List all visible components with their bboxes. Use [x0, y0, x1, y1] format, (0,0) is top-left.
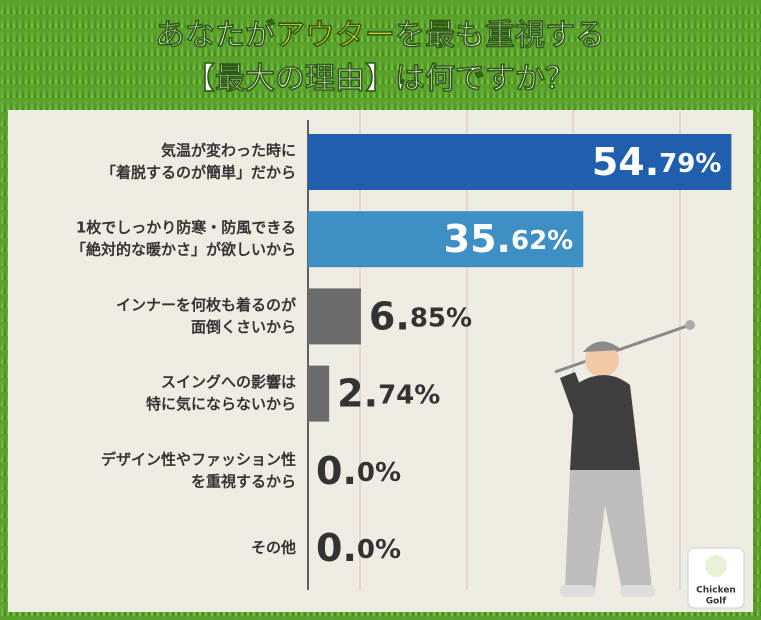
bar [308, 211, 584, 268]
category-label: 「着脱するのが簡単」だから [101, 164, 296, 182]
category-label: デザイン性やファッション性 [101, 450, 296, 468]
category-label: 「絶対的な暖かさ」が欲しいから [71, 241, 296, 259]
title-part: あなたが [155, 18, 275, 53]
category-label: 気温が変わった時に [161, 142, 296, 160]
value-label: 54.79% [592, 140, 722, 184]
logo-text: Golf [706, 597, 727, 607]
logo-box [687, 547, 745, 609]
category-label: 面倒くさいから [191, 318, 296, 336]
value-label: 2.74% [337, 371, 440, 415]
golfer [554, 320, 695, 597]
value-label: 35.62% [444, 217, 574, 261]
category-label: スイングへの影響は [161, 373, 296, 391]
category-label: 特に気にならないから [146, 395, 296, 413]
category-label: 1枚でしっかり防寒・防風できる [76, 219, 296, 237]
value-label: 0.0% [316, 526, 401, 570]
value-label: 0.0% [316, 448, 401, 492]
bar [308, 134, 732, 190]
title-part: を最も重視する [395, 18, 605, 53]
title-line-1: あなたがアウターを最も重視する [155, 18, 605, 53]
title-part: アウター [275, 18, 395, 53]
category-label: その他 [251, 539, 296, 557]
category-label: インナーを何枚も着るのが [116, 296, 297, 314]
logo-text: Chicken [696, 586, 736, 596]
bar [308, 365, 330, 422]
bar [308, 288, 361, 345]
value-label: 6.85% [369, 294, 472, 338]
category-label: を重視するから [191, 472, 296, 490]
title-line-2: 【最大の理由】は何ですか？ [185, 62, 575, 97]
logo-icon [705, 555, 727, 577]
